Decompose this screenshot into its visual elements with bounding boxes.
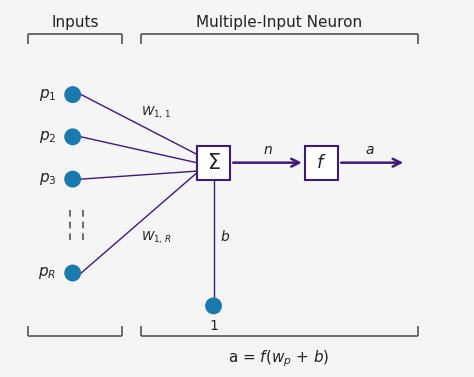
Text: Multiple-Input Neuron: Multiple-Input Neuron [196, 15, 362, 30]
Text: $a$: $a$ [365, 143, 374, 156]
Text: $f$: $f$ [316, 154, 327, 172]
Circle shape [64, 171, 81, 188]
Text: 1: 1 [209, 319, 218, 333]
Text: $p_1$: $p_1$ [39, 87, 56, 103]
Circle shape [64, 265, 81, 282]
Text: $p_R$: $p_R$ [38, 265, 56, 281]
Text: $n$: $n$ [263, 143, 273, 156]
FancyBboxPatch shape [197, 146, 230, 179]
Circle shape [205, 297, 222, 314]
Circle shape [64, 129, 81, 145]
Text: a = $f$($w_p$ + $b$): a = $f$($w_p$ + $b$) [228, 348, 330, 369]
Text: $b$: $b$ [219, 229, 230, 244]
Text: $p_2$: $p_2$ [39, 129, 56, 145]
FancyBboxPatch shape [305, 146, 338, 179]
Circle shape [64, 86, 81, 103]
Text: $W_{1,\,1}$: $W_{1,\,1}$ [141, 104, 172, 121]
Text: $W_{1,\,R}$: $W_{1,\,R}$ [141, 230, 173, 247]
Text: $\Sigma$: $\Sigma$ [207, 153, 220, 173]
Text: Inputs: Inputs [51, 15, 99, 30]
Text: $p_3$: $p_3$ [39, 171, 56, 187]
